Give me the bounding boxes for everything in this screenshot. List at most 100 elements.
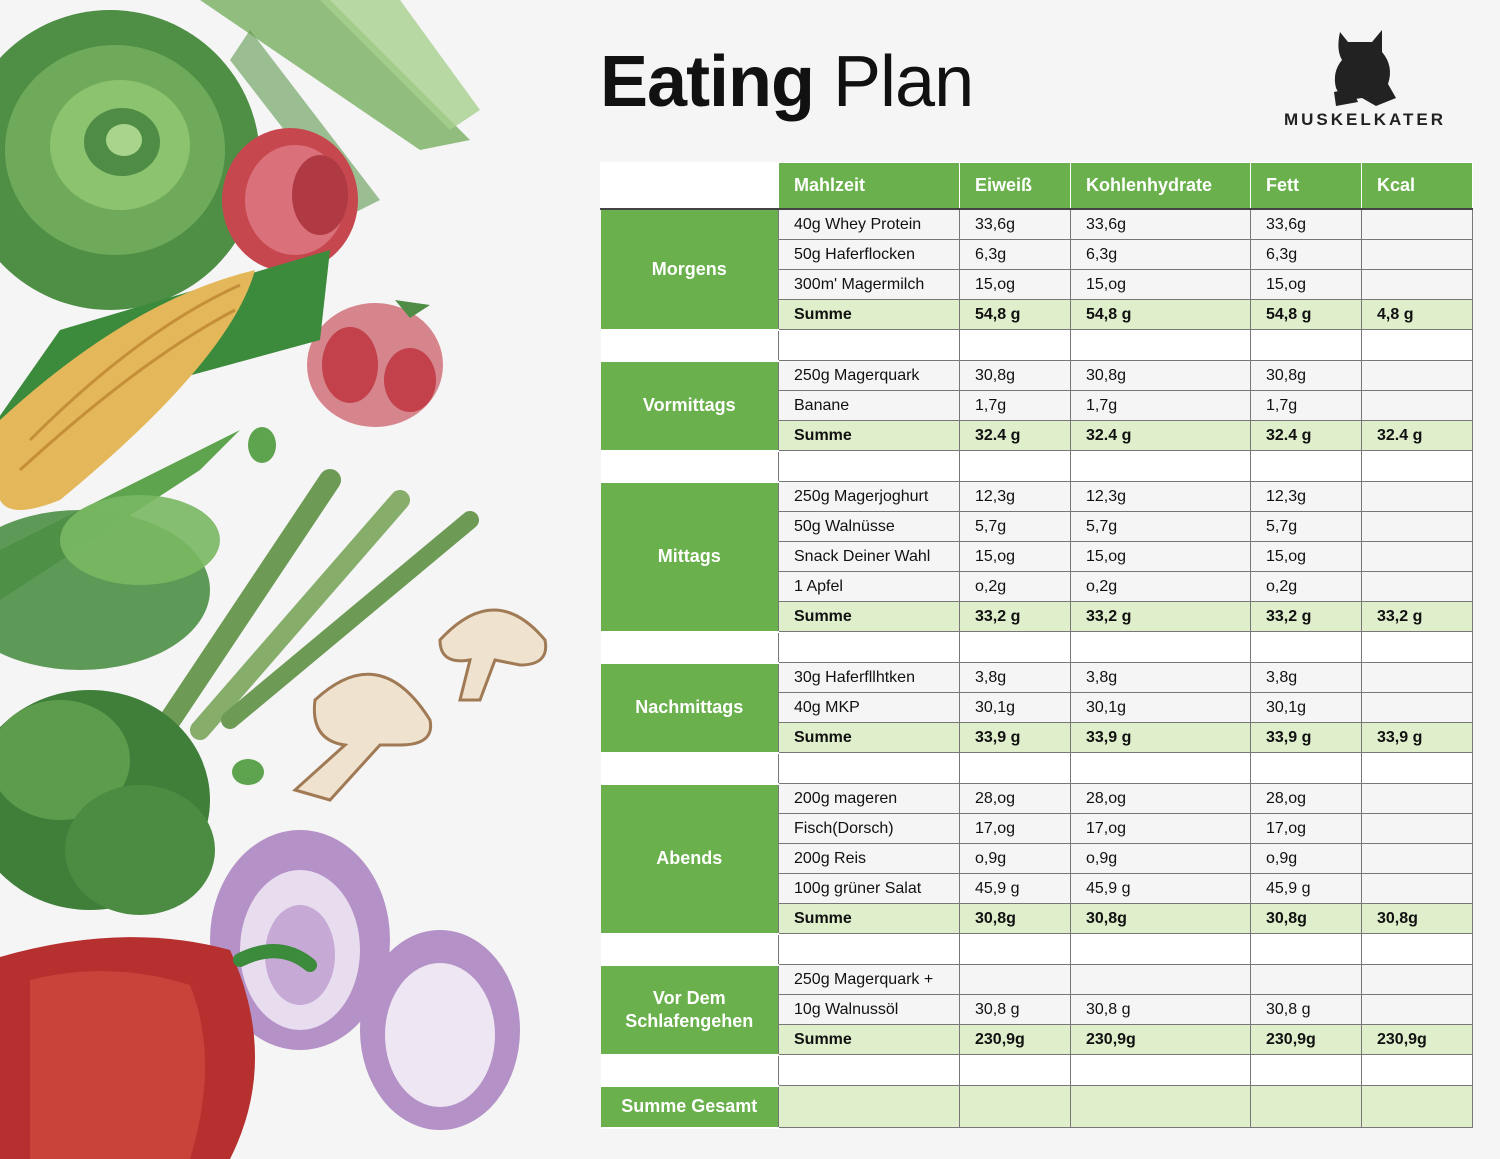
brand-logo: MUSKELKATER xyxy=(1270,28,1460,138)
spacer-cell xyxy=(1250,329,1362,361)
cell-kohlenhydrate: 28,og xyxy=(1070,783,1251,814)
spacer-cell xyxy=(1250,450,1362,482)
spacer-cell xyxy=(1361,1054,1473,1086)
total-label: Summe Gesamt xyxy=(600,1084,779,1129)
spacer-cell xyxy=(1070,933,1251,965)
header-mahlzeit: Mahlzeit xyxy=(778,162,960,210)
spacer-row xyxy=(600,328,1473,362)
spacer-meal-cell xyxy=(600,630,779,664)
spacer-cell xyxy=(959,631,1071,663)
bell-pepper-icon xyxy=(0,937,317,1159)
cell-kohlenhydrate: o,2g xyxy=(1070,571,1251,602)
table-row: Vormittags 250g Magerquark 30,8g 30,8g 30,8g xyxy=(600,359,1473,452)
spacer-cell xyxy=(959,933,1071,965)
cell-fett: 12,3g xyxy=(1250,481,1362,512)
total-row: Summe Gesamt xyxy=(600,1084,1473,1129)
cell-fett: 33,6g xyxy=(1250,208,1362,240)
spacer-row xyxy=(600,449,1473,483)
sum-row: Summe 33,2 g 33,2 g 33,2 g 33,2 g xyxy=(601,601,1473,632)
cell-eiweiss: 5,7g xyxy=(959,511,1071,542)
sum-eiweiss: 230,9g xyxy=(959,1024,1071,1055)
spacer-cell xyxy=(1250,631,1362,663)
sum-food: Summe xyxy=(778,601,960,632)
cell-kohlenhydrate: 30,8g xyxy=(1070,360,1251,391)
spacer-meal-cell xyxy=(600,1053,779,1087)
cell-eiweiss: 1,7g xyxy=(959,390,1071,421)
cell-eiweiss: o,9g xyxy=(959,843,1071,874)
spacer-cell xyxy=(959,450,1071,482)
cell-food: 10g Walnussöl xyxy=(778,994,960,1025)
total-cell xyxy=(1250,1085,1362,1128)
sum-kcal: 30,8g xyxy=(1361,903,1473,934)
cell-eiweiss: 30,8g xyxy=(959,360,1071,391)
onion-icon xyxy=(210,830,520,1130)
spacer-cell xyxy=(1361,329,1473,361)
cell-kohlenhydrate: 12,3g xyxy=(1070,481,1251,512)
page-title-light: Plan xyxy=(833,42,974,122)
spacer-meal-cell xyxy=(600,932,779,966)
table-row: Snack Deiner Wahl 15,og 15,og 15,og xyxy=(601,541,1473,572)
tomato-icon xyxy=(222,128,443,427)
total-cell xyxy=(1361,1085,1473,1128)
cell-fett: o,2g xyxy=(1250,571,1362,602)
table-row: 1 Apfel o,2g o,2g o,2g xyxy=(601,571,1473,602)
cell-kcal xyxy=(1361,873,1473,904)
cell-food: 200g Reis xyxy=(778,843,960,874)
meal-label: Abends xyxy=(600,782,779,935)
sum-kcal: 4,8 g xyxy=(1361,299,1473,330)
pea-icon xyxy=(248,427,276,463)
cell-food: Fisch(Dorsch) xyxy=(778,813,960,844)
cell-eiweiss: 30,8 g xyxy=(959,994,1071,1025)
total-cell xyxy=(959,1085,1071,1128)
cell-kohlenhydrate: 17,og xyxy=(1070,813,1251,844)
cat-logo-icon xyxy=(1334,30,1396,106)
cell-kohlenhydrate: o,9g xyxy=(1070,843,1251,874)
cell-kcal xyxy=(1361,813,1473,844)
table-row: 10g Walnussöl 30,8 g 30,8 g 30,8 g xyxy=(601,994,1473,1025)
spacer-cell xyxy=(778,752,960,784)
broccoli-icon xyxy=(0,690,215,915)
vegetable-illustration xyxy=(0,0,548,1159)
table-row: 50g Haferflocken 6,3g 6,3g 6,3g xyxy=(601,239,1473,270)
sum-kcal: 33,2 g xyxy=(1361,601,1473,632)
table-row: Morgens 40g Whey Protein 33,6g 33,6g 33,6g xyxy=(600,208,1473,331)
cell-kcal xyxy=(1361,692,1473,723)
cell-kohlenhydrate: 15,og xyxy=(1070,269,1251,300)
cell-kcal xyxy=(1361,511,1473,542)
spacer-cell xyxy=(959,329,1071,361)
sum-kcal: 230,9g xyxy=(1361,1024,1473,1055)
sum-kohlenhydrate: 30,8g xyxy=(1070,903,1251,934)
spacer-cell xyxy=(959,752,1071,784)
cell-kcal xyxy=(1361,541,1473,572)
meal-label: Vor Dem Schlafengehen xyxy=(600,963,779,1056)
cell-kohlenhydrate: 6,3g xyxy=(1070,239,1251,270)
sum-kohlenhydrate: 230,9g xyxy=(1070,1024,1251,1055)
sum-eiweiss: 54,8 g xyxy=(959,299,1071,330)
spacer-cell xyxy=(1250,933,1362,965)
spacer-cell xyxy=(1070,1054,1251,1086)
cell-food: 200g mageren xyxy=(778,783,960,814)
sum-eiweiss: 33,9 g xyxy=(959,722,1071,753)
cell-fett: 6,3g xyxy=(1250,239,1362,270)
cell-eiweiss: o,2g xyxy=(959,571,1071,602)
cell-kohlenhydrate: 33,6g xyxy=(1070,208,1251,240)
cell-kohlenhydrate: 5,7g xyxy=(1070,511,1251,542)
cell-food: 50g Walnüsse xyxy=(778,511,960,542)
spacer-cell xyxy=(778,450,960,482)
table-row: 40g MKP 30,1g 30,1g 30,1g xyxy=(601,692,1473,723)
sum-row: Summe 30,8g 30,8g 30,8g 30,8g xyxy=(601,903,1473,934)
sum-row: Summe 230,9g 230,9g 230,9g 230,9g xyxy=(601,1024,1473,1055)
cell-fett: o,9g xyxy=(1250,843,1362,874)
spacer-cell xyxy=(778,329,960,361)
cell-fett: 15,og xyxy=(1250,269,1362,300)
cell-fett: 15,og xyxy=(1250,541,1362,572)
spacer-cell xyxy=(1361,752,1473,784)
cell-fett: 5,7g xyxy=(1250,511,1362,542)
sum-row: Summe 54,8 g 54,8 g 54,8 g 4,8 g xyxy=(601,299,1473,330)
table-body: Morgens 40g Whey Protein 33,6g 33,6g 33,6g 50… xyxy=(600,208,1473,1129)
meal-label: Morgens xyxy=(600,208,779,331)
cell-eiweiss xyxy=(959,964,1071,995)
cell-kohlenhydrate xyxy=(1070,964,1251,995)
spacer-cell xyxy=(1070,329,1251,361)
cell-food: Snack Deiner Wahl xyxy=(778,541,960,572)
